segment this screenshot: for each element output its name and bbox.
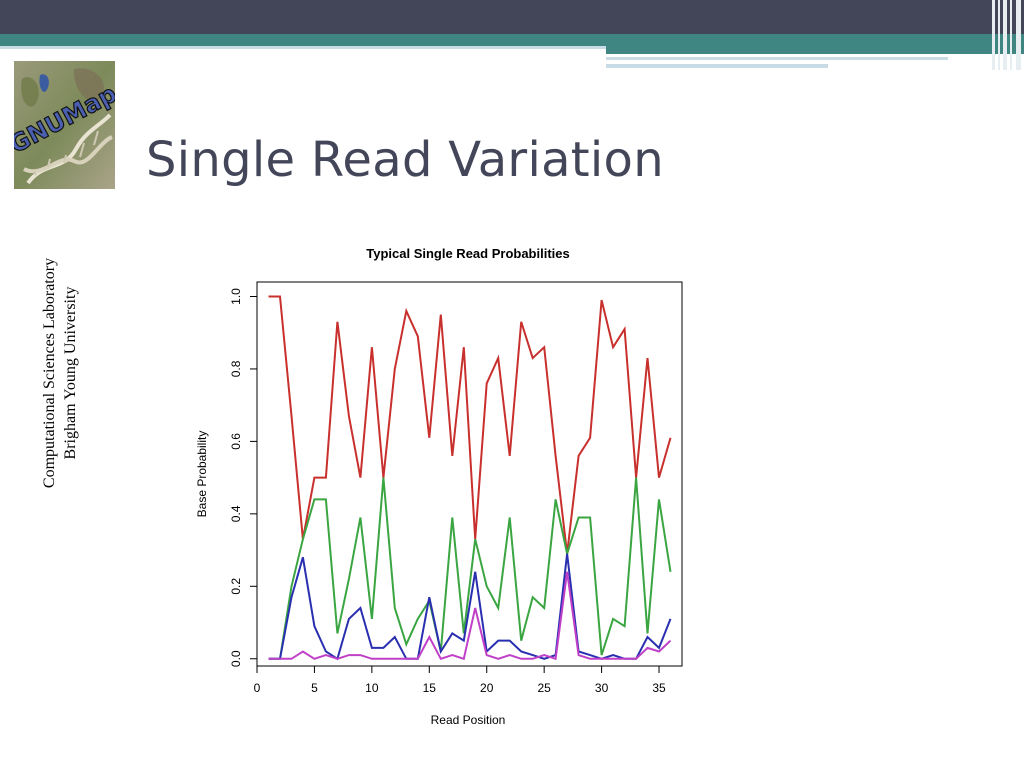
y-tick-label: 1.0	[229, 288, 243, 305]
series-line-green	[268, 477, 672, 660]
x-tick-label: 10	[365, 681, 379, 695]
x-tick-label: 5	[311, 681, 318, 695]
chart-title: Typical Single Read Probabilities	[366, 246, 569, 261]
x-tick-label: 0	[254, 681, 261, 695]
plot-frame	[256, 281, 683, 667]
series-line-red	[268, 295, 672, 554]
header-vertical-stripes	[990, 0, 1024, 70]
side-label: Computational Sciences Laboratory Brigha…	[39, 193, 81, 553]
header-teal-band	[0, 34, 1024, 46]
header-accent-line-1	[606, 57, 948, 60]
header-teal-right	[606, 46, 1024, 54]
x-tick-label: 25	[537, 681, 551, 695]
side-label-line-1: Computational Sciences Laboratory	[41, 257, 58, 489]
y-axis: 0.0 0.2 0.4 0.6 0.8 1.0	[229, 288, 257, 667]
line-chart: Typical Single Read Probabilities 0.0 0.2…	[195, 246, 683, 727]
page-title: Single Read Variation	[146, 132, 664, 188]
y-tick-label: 0.8	[229, 360, 243, 377]
x-tick-label: 15	[423, 681, 437, 695]
header-accent-line-2	[606, 64, 828, 68]
series-line-blue	[268, 553, 672, 661]
series-group	[268, 295, 672, 661]
header-bar	[0, 0, 1024, 34]
y-tick-label: 0.0	[229, 650, 243, 667]
x-tick-label: 20	[480, 681, 494, 695]
y-tick-label: 0.4	[229, 505, 243, 522]
x-axis: 0 5 10 15 20 25 30 35	[254, 666, 666, 695]
y-tick-label: 0.2	[229, 578, 243, 595]
y-axis-label: Base Probability	[195, 431, 209, 518]
header-pale-band	[0, 46, 608, 49]
x-tick-label: 35	[652, 681, 666, 695]
side-label-line-2: Brigham Young University	[62, 286, 79, 460]
x-tick-label: 30	[595, 681, 609, 695]
series-line-magenta	[268, 571, 672, 661]
gnumap-logo: GNUMap	[14, 61, 115, 189]
x-axis-label: Read Position	[431, 713, 506, 727]
y-tick-label: 0.6	[229, 433, 243, 450]
